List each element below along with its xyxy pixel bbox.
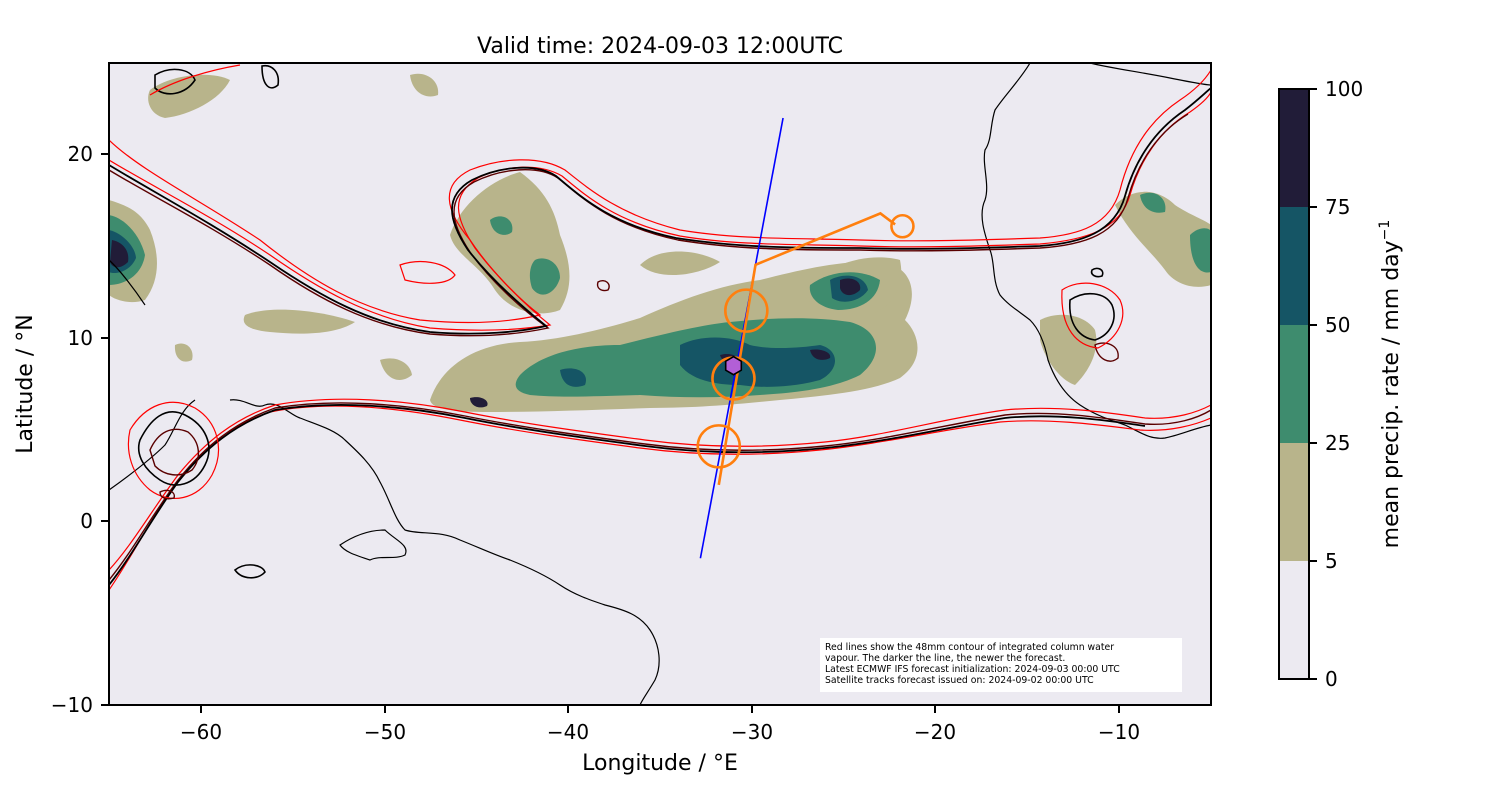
flight-track bbox=[717, 211, 896, 486]
y-tick-label: 0 bbox=[80, 509, 93, 533]
map-title: Valid time: 2024-09-03 12:00UTC bbox=[477, 34, 843, 59]
colorbar-tick-label: 0 bbox=[1325, 667, 1338, 691]
colorbar-label-text: mean precip. rate / mm day bbox=[1379, 240, 1404, 548]
colorbar-label: mean precip. rate / mm day−1 bbox=[1377, 220, 1404, 549]
colorbar-band bbox=[1279, 561, 1309, 679]
ship-position-marker bbox=[724, 355, 743, 376]
colorbar-label-exponent: −1 bbox=[1377, 220, 1393, 241]
x-tick-label: −50 bbox=[364, 720, 406, 744]
colorbar-tick-label: 5 bbox=[1325, 549, 1338, 573]
x-axis-label: Longitude / °E bbox=[582, 751, 738, 776]
satellite-track bbox=[699, 117, 784, 559]
colorbar-tick-label: 50 bbox=[1325, 313, 1350, 337]
precipitation-field bbox=[109, 73, 1211, 412]
y-tick-label: 20 bbox=[68, 142, 93, 166]
x-axis: −60 −50 −40 −30 −20 −10 Longitude / °E bbox=[180, 705, 1140, 776]
flight-circle bbox=[724, 288, 769, 333]
note-line: Red lines show the 48mm contour of integ… bbox=[825, 642, 1115, 653]
iwv-contours bbox=[109, 64, 1211, 591]
colorbar-band bbox=[1279, 89, 1309, 207]
y-axis-label: Latitude / °N bbox=[13, 314, 38, 453]
colorbar-tick-label: 25 bbox=[1325, 431, 1350, 455]
annotation-note: Red lines show the 48mm contour of integ… bbox=[820, 638, 1182, 692]
x-tick-label: −60 bbox=[180, 720, 222, 744]
x-tick-label: −10 bbox=[1098, 720, 1140, 744]
colorbar-tick-label: 100 bbox=[1325, 77, 1363, 101]
flight-circles bbox=[696, 213, 915, 469]
x-tick-label: −30 bbox=[731, 720, 773, 744]
flight-circle bbox=[696, 424, 742, 469]
colorbar-band bbox=[1279, 325, 1309, 443]
colorbar-bands bbox=[1279, 89, 1309, 679]
colorbar-band bbox=[1279, 207, 1309, 325]
y-tick-label: 10 bbox=[68, 326, 93, 350]
note-line: Latest ECMWF IFS forecast initialization… bbox=[825, 664, 1120, 675]
colorbar: 100 75 50 25 5 0 mean precip. rate / mm … bbox=[1278, 77, 1404, 691]
note-line: Satellite tracks forecast issued on: 202… bbox=[825, 675, 1094, 686]
colorbar-frame bbox=[1278, 88, 1310, 680]
y-axis: 20 10 0 −10 Latitude / °N bbox=[13, 142, 109, 717]
x-tick-label: −20 bbox=[914, 720, 956, 744]
colorbar-band bbox=[1279, 443, 1309, 561]
coastlines bbox=[109, 63, 1211, 705]
y-tick-label: −10 bbox=[51, 693, 93, 717]
colorbar-tick-label: 75 bbox=[1325, 195, 1350, 219]
flight-circle bbox=[890, 213, 915, 239]
note-line: vapour. The darker the line, the newer t… bbox=[825, 653, 1066, 664]
x-tick-label: −40 bbox=[547, 720, 589, 744]
map-frame bbox=[108, 62, 1212, 706]
